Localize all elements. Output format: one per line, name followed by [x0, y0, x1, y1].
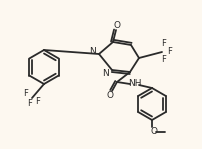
Text: N: N	[89, 46, 96, 55]
Text: F: F	[168, 46, 173, 55]
Text: F: F	[162, 55, 166, 63]
Text: N: N	[102, 69, 109, 77]
Text: F: F	[162, 39, 166, 49]
Text: F: F	[36, 97, 40, 105]
Text: O: O	[106, 91, 114, 100]
Text: F: F	[27, 98, 33, 107]
Text: NH: NH	[128, 79, 142, 87]
Text: F: F	[24, 89, 28, 97]
Text: O: O	[150, 128, 158, 136]
Text: O: O	[114, 21, 121, 30]
